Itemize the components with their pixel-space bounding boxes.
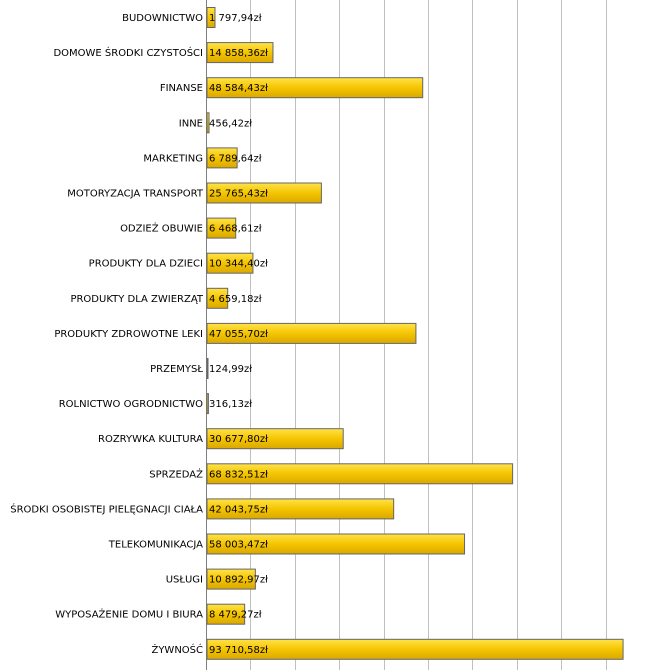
bar <box>206 322 417 344</box>
value-label: 6 468,61zł <box>209 224 262 235</box>
category-label: PRODUKTY DLA DZIECI <box>89 259 203 270</box>
category-labels: BUDOWNICTWO DOMOWE ŚRODKI CZYSTOŚCI FINANS… <box>10 13 204 656</box>
category-label: PRODUKTY ZDROWOTNE LEKI <box>54 329 203 340</box>
value-label: 25 765,43zł <box>209 189 268 200</box>
category-label: SPRZEDAŻ <box>149 467 203 480</box>
category-label: FINANSE <box>160 83 203 94</box>
value-label: 58 003,47zł <box>209 540 268 551</box>
bar <box>206 182 322 204</box>
bar <box>206 42 274 64</box>
bar <box>206 533 466 555</box>
value-label: 316,13zł <box>209 399 252 410</box>
category-label: PRZEMYSŁ <box>150 364 203 375</box>
category-label: ŻYWNOŚĆ <box>151 643 203 656</box>
value-label: 30 677,80zł <box>209 434 268 445</box>
category-label: MARKETING <box>143 153 203 164</box>
value-label: 68 832,51zł <box>209 469 268 480</box>
bar <box>206 568 256 590</box>
value-label: 4 659,18zł <box>209 294 262 305</box>
category-label: TELEKOMUNIKACJA <box>108 540 203 551</box>
category-label: WYPOSAŻENIE DOMU I BIURA <box>55 608 203 621</box>
bar <box>206 603 246 625</box>
bar <box>206 77 424 99</box>
bar <box>206 638 624 660</box>
bar <box>206 393 209 415</box>
value-label: 124,99zł <box>209 364 252 375</box>
value-label: 93 710,58zł <box>209 645 268 656</box>
category-label: ODZIEŻ OBUWIE <box>120 222 203 235</box>
category-label: INNE <box>179 118 203 129</box>
category-label: PRODUKTY DLA ZWIERZĄT <box>70 294 203 305</box>
value-label: 1 797,94zł <box>209 13 262 24</box>
value-label: 456,42zł <box>209 118 252 129</box>
value-label: 6 789,64zł <box>209 153 262 164</box>
gridlines <box>206 0 607 670</box>
category-label: ROLNICTWO OGRODNICTWO <box>59 399 203 410</box>
category-label: ŚRODKI OSOBISTEJ PIELĘGNACJI CIAŁA <box>10 502 203 515</box>
value-label: 47 055,70zł <box>209 329 268 340</box>
bar <box>206 112 210 134</box>
value-label: 8 479,27zł <box>209 610 262 621</box>
value-labels: 1 797,94zł 14 858,36zł 48 584,43zł 456,42zł… <box>209 13 268 656</box>
bar <box>206 498 395 520</box>
bar <box>206 463 514 485</box>
value-label: 10 344,40zł <box>209 259 268 270</box>
bars <box>206 7 624 660</box>
bar <box>206 217 237 239</box>
category-label: DOMOWE ŚRODKI CZYSTOŚCI <box>53 46 203 59</box>
category-label: BUDOWNICTWO <box>122 13 203 24</box>
value-label: 14 858,36zł <box>209 48 268 59</box>
category-label: ROZRYWKA KULTURA <box>98 434 203 445</box>
bar <box>206 287 229 309</box>
bar <box>206 252 254 274</box>
value-label: 48 584,43zł <box>209 83 268 94</box>
bar <box>206 428 344 450</box>
bar <box>206 7 216 28</box>
value-label: 42 043,75zł <box>209 504 268 515</box>
value-label: 10 892,97zł <box>209 575 268 586</box>
category-label: MOTORYZACJA TRANSPORT <box>67 189 204 200</box>
bar <box>206 358 209 379</box>
bar <box>206 147 238 169</box>
category-label: USŁUGI <box>166 575 203 586</box>
